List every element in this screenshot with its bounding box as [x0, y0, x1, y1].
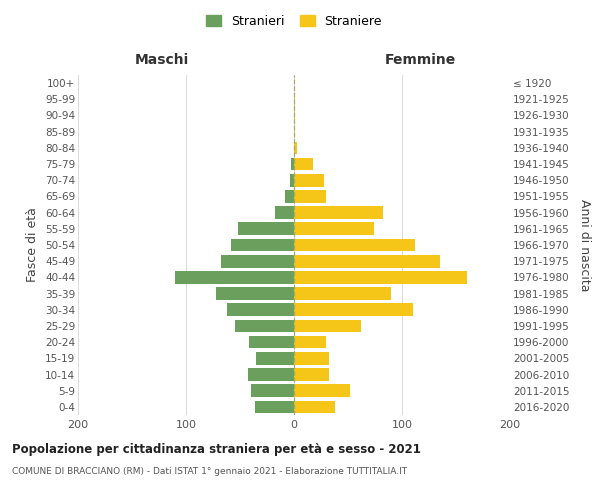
Y-axis label: Anni di nascita: Anni di nascita	[578, 198, 591, 291]
Bar	[294, 109, 295, 122]
Bar	[294, 304, 413, 316]
Bar	[294, 238, 415, 252]
Bar	[294, 126, 295, 138]
Bar	[294, 222, 374, 235]
Bar	[232, 238, 294, 252]
Bar	[290, 174, 294, 186]
Bar	[291, 158, 294, 170]
Bar	[248, 336, 294, 348]
Bar	[294, 400, 335, 413]
Bar	[294, 158, 313, 170]
Bar	[238, 222, 294, 235]
Bar	[227, 304, 294, 316]
Bar	[248, 368, 294, 381]
Bar	[294, 352, 329, 364]
Text: Femmine: Femmine	[385, 54, 455, 68]
Bar	[294, 255, 440, 268]
Bar	[294, 320, 361, 332]
Bar	[221, 255, 294, 268]
Bar	[294, 174, 324, 186]
Bar	[294, 336, 326, 348]
Bar	[286, 190, 294, 202]
Bar	[294, 142, 297, 154]
Bar	[275, 206, 294, 219]
Y-axis label: Fasce di età: Fasce di età	[26, 208, 40, 282]
Bar	[294, 206, 383, 219]
Bar	[294, 271, 467, 283]
Bar	[235, 320, 294, 332]
Text: Popolazione per cittadinanza straniera per età e sesso - 2021: Popolazione per cittadinanza straniera p…	[12, 442, 421, 456]
Bar	[216, 288, 294, 300]
Bar	[294, 368, 329, 381]
Bar	[255, 400, 294, 413]
Bar	[251, 384, 294, 397]
Text: Maschi: Maschi	[135, 54, 189, 68]
Legend: Stranieri, Straniere: Stranieri, Straniere	[202, 11, 386, 32]
Bar	[175, 271, 294, 283]
Bar	[294, 384, 350, 397]
Text: COMUNE DI BRACCIANO (RM) - Dati ISTAT 1° gennaio 2021 - Elaborazione TUTTITALIA.: COMUNE DI BRACCIANO (RM) - Dati ISTAT 1°…	[12, 468, 407, 476]
Bar	[294, 190, 326, 202]
Bar	[294, 93, 295, 106]
Bar	[294, 288, 391, 300]
Bar	[256, 352, 294, 364]
